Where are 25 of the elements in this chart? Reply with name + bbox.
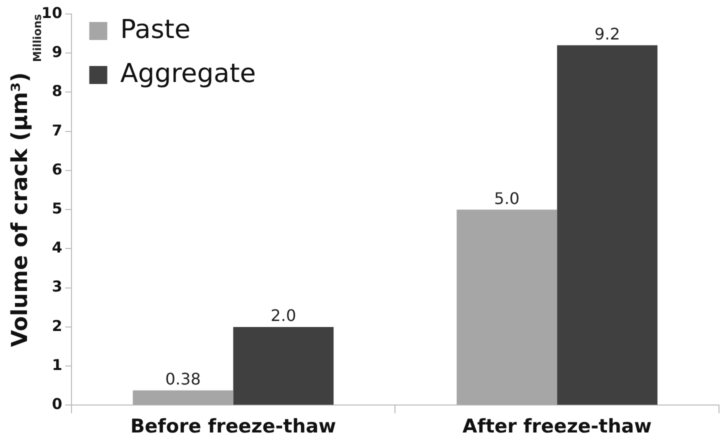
- y-tick-label: 0: [52, 395, 62, 414]
- y-tick-label: 7: [52, 121, 62, 140]
- y-axis-title: Volume of crack (μm³): [8, 72, 33, 348]
- y-tick-label: 6: [52, 160, 62, 178]
- data-label: 0.38: [165, 369, 201, 388]
- x-tick-label: Before freeze-thaw: [130, 416, 336, 438]
- y-tick-label: 9: [52, 43, 62, 62]
- y-tick-label: 1: [52, 356, 62, 374]
- data-label: 9.2: [594, 24, 620, 44]
- y-tick-label: 4: [52, 238, 62, 257]
- bar: [456, 210, 558, 405]
- bar: [132, 390, 234, 405]
- bar: [557, 45, 658, 405]
- bar: [233, 326, 334, 405]
- legend-label: Paste: [120, 14, 190, 45]
- y-tick-label: 5: [52, 199, 62, 218]
- text: Millions: [30, 14, 44, 62]
- y-tick-label: 10: [41, 4, 62, 22]
- y-tick-label: 2: [52, 316, 62, 335]
- x-tick-label: After freeze-thaw: [462, 416, 652, 438]
- data-label: 5.0: [494, 188, 520, 208]
- data-label: 2.0: [270, 306, 296, 326]
- y-tick-label: 8: [52, 82, 62, 100]
- y-tick-label: 3: [52, 278, 62, 296]
- legend-label: Aggregate: [120, 58, 256, 89]
